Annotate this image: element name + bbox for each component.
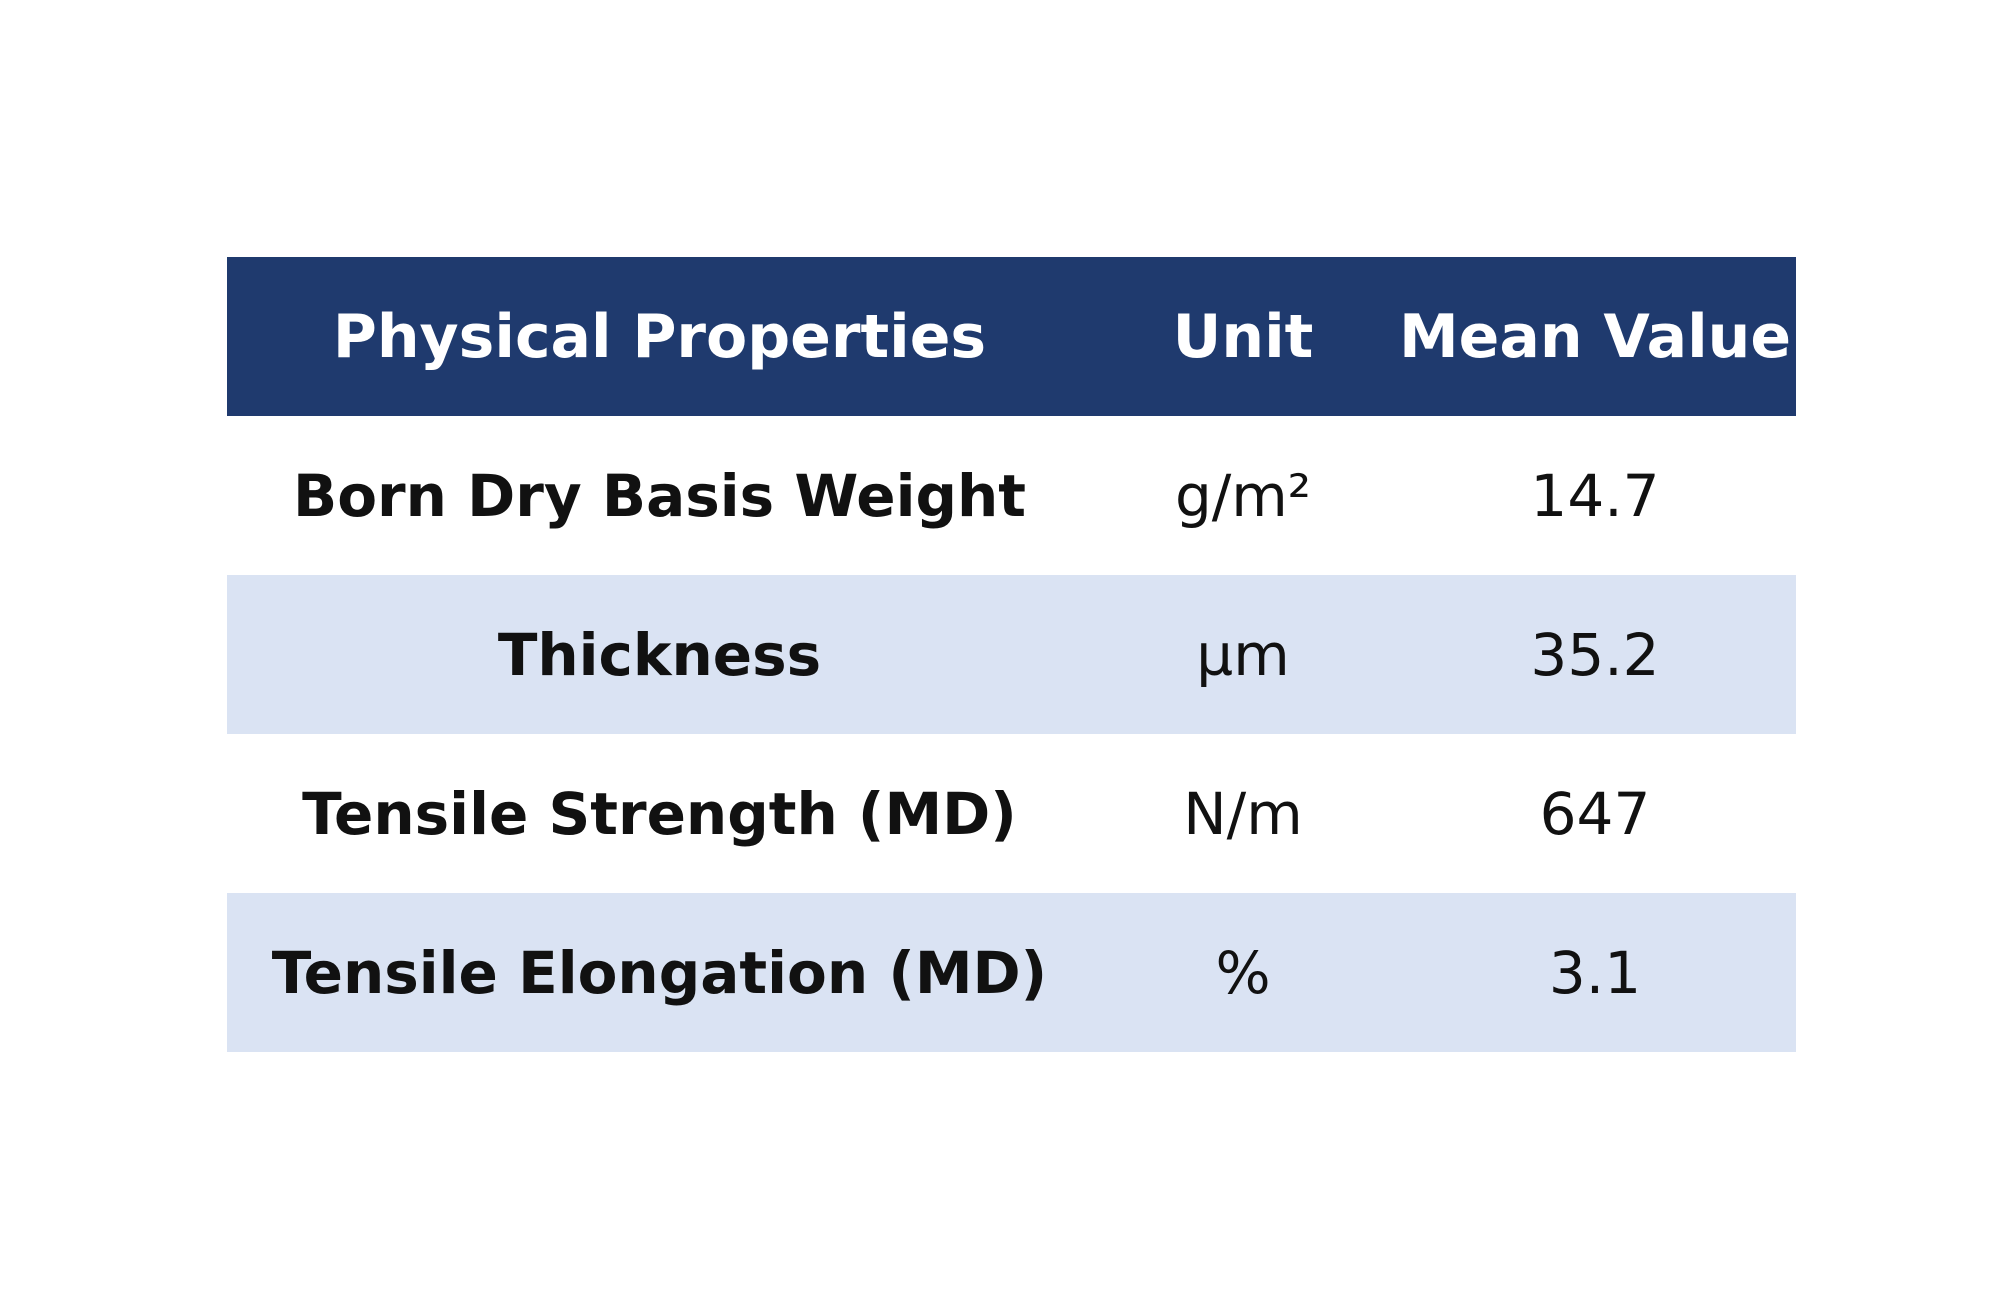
header-cell: Unit	[1172, 301, 1314, 372]
value-cell: 35.2	[1530, 620, 1660, 689]
header-row: Physical Properties Unit Mean Value	[227, 257, 1796, 416]
value-cell: 3.1	[1548, 938, 1642, 1007]
property-cell: Thickness	[497, 620, 822, 689]
table-row: Tensile Elongation (MD)% 3.1	[227, 893, 1796, 1052]
header-cell: Mean Value	[1398, 301, 1792, 372]
table-header: Physical Properties Unit Mean Value	[227, 257, 1796, 416]
table-body: Born Dry Basis Weight g/m² 14.7 Thickness µm…	[227, 416, 1796, 1052]
unit-cell: %	[1215, 938, 1271, 1007]
unit-cell: g/m²	[1174, 461, 1312, 530]
table-row: Thickness µm 35.2	[227, 575, 1796, 734]
property-cell: Tensile Elongation (MD)	[271, 938, 1048, 1007]
unit-cell: N/m	[1183, 779, 1303, 848]
property-cell: Born Dry Basis Weight	[292, 461, 1026, 530]
table-row: Tensile Strength (MD) N/m 647	[227, 734, 1796, 893]
value-cell: 14.7	[1530, 461, 1660, 530]
value-cell: 647	[1539, 779, 1651, 848]
table-row: Born Dry Basis Weight g/m² 14.7	[227, 416, 1796, 575]
unit-cell: µm	[1196, 620, 1290, 689]
properties-table: Physical Properties Unit Mean Value Born…	[227, 257, 1796, 1052]
header-cell: Physical Properties	[332, 301, 987, 372]
property-cell: Tensile Strength (MD)	[302, 779, 1017, 848]
